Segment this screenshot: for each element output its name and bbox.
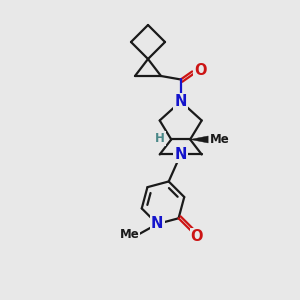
Text: Me: Me — [210, 133, 230, 146]
Text: H: H — [155, 132, 165, 145]
Text: N: N — [151, 217, 164, 232]
Text: N: N — [175, 147, 187, 162]
Text: O: O — [194, 63, 206, 78]
Polygon shape — [190, 136, 208, 143]
Text: N: N — [175, 94, 187, 109]
Text: O: O — [191, 229, 203, 244]
Text: Me: Me — [119, 229, 139, 242]
